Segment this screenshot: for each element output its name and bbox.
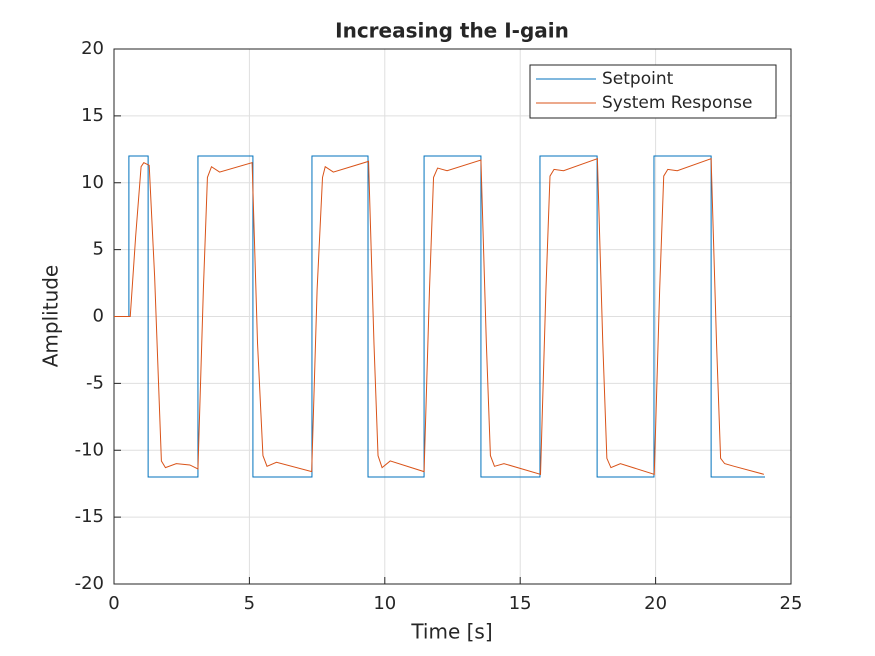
legend-label: Setpoint	[602, 69, 674, 89]
y-tick-label: -20	[75, 573, 104, 594]
y-tick-label: 20	[81, 38, 104, 59]
x-tick-label: 10	[373, 593, 396, 614]
legend: Setpoint System Response	[529, 64, 777, 119]
x-axis-label: Time [s]	[410, 620, 492, 644]
x-tick-label: 20	[644, 593, 667, 614]
y-tick-label: 5	[93, 239, 104, 260]
x-tick-label: 25	[780, 593, 803, 614]
chart-title: Increasing the I-gain	[335, 19, 569, 43]
y-axis-label: Amplitude	[39, 265, 63, 368]
x-tick-label: 15	[509, 593, 532, 614]
y-tick-label: 15	[81, 105, 104, 126]
y-tick-label: -5	[86, 372, 104, 393]
x-tick-label: 0	[108, 593, 119, 614]
y-tick-label: 10	[81, 172, 104, 193]
x-tick-label: 5	[244, 593, 255, 614]
series-line	[114, 157, 765, 476]
legend-label: System Response	[602, 93, 752, 113]
series-line	[114, 155, 766, 478]
y-tick-label: -15	[75, 506, 104, 527]
legend-box	[529, 64, 777, 119]
y-tick-label: -10	[75, 439, 104, 460]
y-tick-label: 0	[93, 306, 104, 327]
